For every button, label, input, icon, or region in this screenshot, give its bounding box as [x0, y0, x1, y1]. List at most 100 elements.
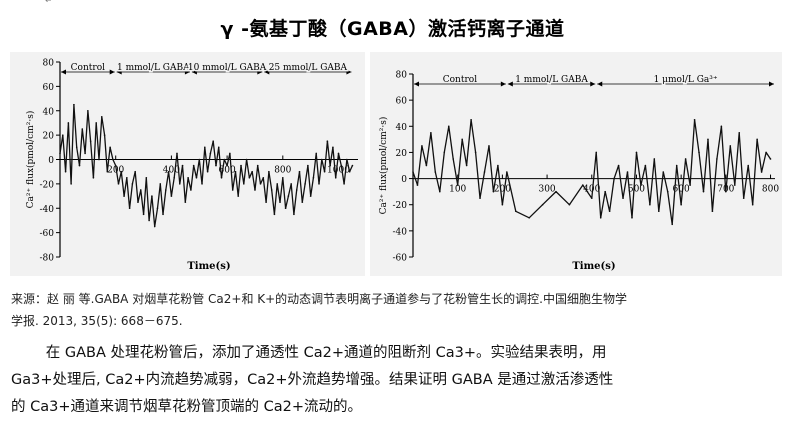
left-chart-phase-arrowtail	[191, 69, 197, 75]
left-chart-data-point	[103, 134, 106, 136]
right-chart-data-point	[617, 164, 620, 167]
right-chart-ytick-label: 60	[396, 97, 408, 107]
right-chart-data-point	[689, 184, 691, 186]
right-chart-data-point	[461, 138, 463, 141]
right-chart-data-point	[658, 210, 660, 213]
left-chart-xtick-label: 1000	[327, 166, 350, 176]
right-chart-data-point	[769, 158, 772, 160]
right-chart-data-point	[631, 216, 633, 219]
right-chart-data-point	[434, 171, 437, 173]
right-chart-ytick-label: -20	[393, 201, 408, 211]
right-chart-data-point	[608, 210, 611, 213]
right-chart-data-point	[765, 151, 767, 154]
left-chart-data-point	[184, 201, 187, 203]
left-chart-data-point	[112, 158, 114, 161]
left-chart-phase-arrowhead	[184, 69, 190, 75]
left-chart-data-point	[265, 201, 267, 203]
left-chart-data-point	[64, 170, 67, 173]
left-chart-data-point	[226, 164, 228, 167]
right-chart-xtick-label: 600	[673, 185, 690, 195]
left-chart-data-point	[156, 207, 159, 210]
left-chart-phase-arrowtail	[116, 69, 122, 75]
left-chart-data-point	[256, 164, 259, 167]
right-chart-data-point	[747, 164, 749, 167]
left-chart-data-point	[137, 201, 139, 203]
left-chart-data-point	[159, 183, 162, 185]
right-chart-data-point	[555, 190, 557, 193]
left-chart-data-point	[276, 183, 279, 185]
left-chart-data-point	[259, 183, 262, 185]
left-chart-y-axis-label: Ca²⁺ flux(pmol/cm²·s)	[25, 111, 36, 209]
left-chart-data-point	[312, 176, 315, 179]
right-chart-data-point	[497, 164, 499, 167]
right-chart-data-point	[474, 151, 477, 154]
left-chart-ytick-label: -40	[40, 205, 55, 215]
left-chart-ytick-label: 40	[43, 107, 55, 117]
left-chart-data-point	[307, 164, 309, 167]
right-chart-data-point	[684, 158, 687, 160]
right-chart-phase-arrowtail	[414, 81, 419, 87]
left-chart-data-point	[351, 164, 354, 167]
source-citation: 来源：赵 丽 等.GABA 对烟草花粉管 Ca2+和 K+的动态调节表明离子通道…	[11, 288, 781, 332]
right-chart-data-point	[666, 190, 669, 193]
right-chart-data-point	[412, 171, 414, 173]
right-chart-xtick-label: 800	[762, 185, 779, 195]
left-chart-data-point	[142, 213, 145, 216]
right-chart-data-point	[528, 216, 530, 219]
body-line-1: 在 GABA 处理花粉管后，添加了通透性 Ca2+通道的阻断剂 Ca3+。实验结…	[45, 345, 607, 361]
left-chart-data-point	[318, 183, 320, 185]
left-chart-data-point	[151, 195, 153, 197]
left-chart-data-point	[153, 225, 156, 228]
left-chart-data-point	[67, 122, 70, 124]
right-chart-data-point	[590, 197, 593, 199]
left-chart-data-point	[148, 219, 150, 222]
left-chart-data-point	[114, 164, 117, 167]
left-chart-data-point	[106, 170, 109, 173]
paragraph-mark: ↵	[45, 0, 53, 6]
right-chart-data-point	[506, 171, 508, 173]
left-chart-xtick-label: 800	[274, 166, 291, 176]
right-chart-ytick-label: -60	[393, 254, 408, 264]
left-chart-phase-label: 25 mmol/L GABA	[269, 63, 348, 73]
right-chart-data-point	[720, 125, 723, 128]
left-chart-data-point	[181, 164, 184, 167]
left-chart-data-point	[61, 134, 64, 136]
left-chart-data-point	[290, 183, 292, 185]
left-chart-data-point	[234, 170, 237, 173]
right-chart-data-point	[756, 138, 758, 141]
right-chart-ytick-label: 20	[396, 149, 408, 159]
left-chart-data-point	[332, 146, 334, 149]
right-chart-data-point	[470, 118, 472, 121]
right-chart-data-point	[653, 158, 656, 160]
left-chart-xtick-label: 600	[219, 166, 236, 176]
left-chart-data-point	[187, 176, 189, 179]
left-chart-data-point	[309, 195, 312, 197]
left-chart-phase-arrowhead	[346, 69, 352, 75]
left-chart-data-point	[282, 176, 284, 179]
right-chart-data-point	[443, 151, 446, 154]
right-chart-ytick-label: -40	[393, 227, 408, 237]
right-chart-xtick-label: 100	[449, 185, 466, 195]
right-chart-data-point	[742, 197, 745, 199]
left-chart-data-point	[162, 213, 164, 216]
left-chart-data-point	[298, 170, 301, 173]
left-chart-data-point	[223, 158, 226, 161]
left-chart-data-point	[87, 109, 89, 112]
left-chart-data-point	[343, 183, 345, 185]
left-chart-data-point	[192, 164, 195, 167]
right-chart-data-point	[725, 190, 727, 193]
right-chart-data-point	[662, 171, 665, 173]
left-chart-data-point	[176, 152, 178, 155]
source-line-2: 学报. 2013, 35(5): 668－675.	[11, 314, 183, 328]
left-chart-series-line	[59, 104, 353, 228]
left-chart-data-point	[92, 176, 95, 179]
left-chart-xtick-label: 400	[163, 166, 180, 176]
left-chart-data-point	[348, 170, 351, 173]
left-chart-data-point	[295, 189, 298, 191]
right-chart-phase-arrowtail	[507, 81, 513, 87]
right-chart-data-point	[465, 164, 468, 167]
left-chart-data-point	[59, 152, 61, 155]
right-chart-data-point	[733, 184, 736, 186]
left-chart-data-point	[320, 158, 323, 161]
left-chart-data-point	[81, 128, 84, 130]
